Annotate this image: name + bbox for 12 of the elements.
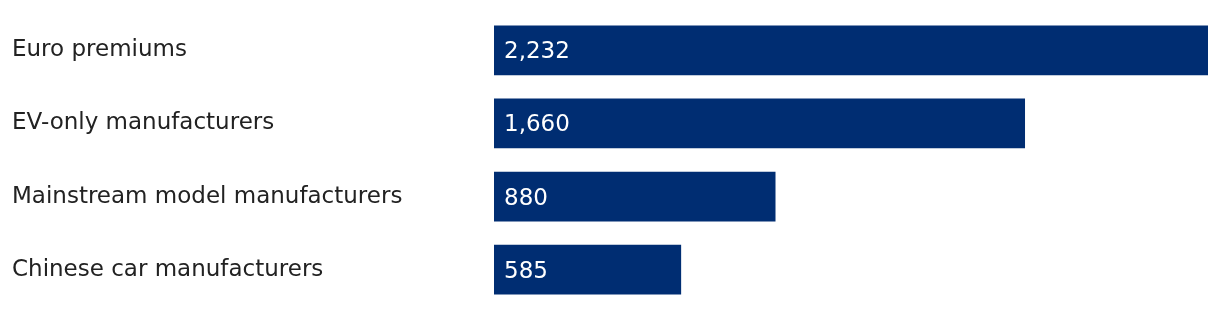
bar bbox=[494, 98, 1026, 149]
data-label: 2,232 bbox=[504, 37, 570, 64]
data-label: 1,660 bbox=[504, 110, 570, 137]
bar bbox=[494, 244, 682, 295]
data-label: 880 bbox=[504, 183, 548, 210]
bar bbox=[494, 25, 1208, 76]
data-label: 585 bbox=[504, 256, 548, 283]
y-tick-label: Mainstream model manufacturers bbox=[12, 181, 403, 208]
y-tick-label: Euro premiums bbox=[12, 35, 187, 62]
y-tick-label: EV-only manufacturers bbox=[12, 108, 275, 135]
y-tick-label: Chinese car manufacturers bbox=[12, 254, 324, 281]
bar bbox=[494, 171, 776, 222]
